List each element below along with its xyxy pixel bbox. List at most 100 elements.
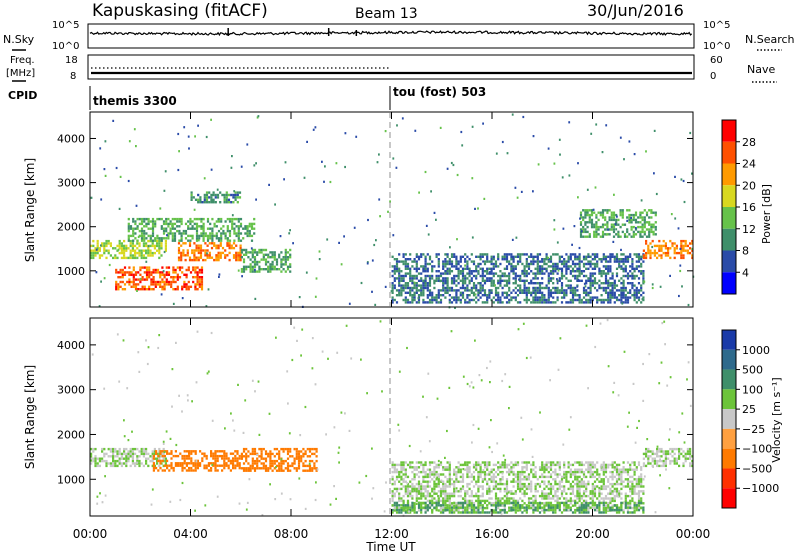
velocity-cell [604,468,608,471]
power-cell [450,289,454,292]
power-cell [622,286,625,290]
velocity-cell [629,468,632,471]
velocity-cell [420,506,423,509]
velocity-cell [611,492,614,495]
power-cell [543,260,546,263]
power-cell [446,286,449,290]
power-cell [171,234,174,238]
power-cell [455,255,458,258]
power-cell [321,160,323,163]
power-cell [246,232,249,235]
power-cell [626,291,630,294]
power-cell [228,220,232,223]
velocity-cell [461,475,465,479]
power-cell [409,294,412,297]
power-cell [630,221,633,224]
velocity-cell [308,464,312,468]
power-cell [123,244,126,248]
velocity-cell [116,459,119,463]
power-cell [413,296,416,299]
power-cell [240,268,243,271]
power-cell [486,298,489,302]
velocity-cell [444,466,447,469]
velocity-cell [116,452,119,456]
velocity-cell [402,501,405,505]
power-cell [612,235,616,238]
power-cell [682,244,685,248]
velocity-cell [523,509,526,512]
velocity-cell [589,463,592,467]
power-cell [435,277,438,280]
power-cell [131,244,134,248]
velocity-cell [578,494,581,498]
power-cell [413,284,416,287]
power-cell [145,249,148,252]
velocity-cell [490,475,493,479]
power-cell [219,244,222,247]
power-cell [253,217,256,221]
power-cell [94,254,97,257]
power-cell [680,239,683,243]
power-cell [234,191,237,194]
velocity-cell [475,482,478,486]
velocity-cell [442,504,445,507]
power-cell [156,217,159,221]
power-cell [613,301,616,304]
velocity-cell [483,506,487,510]
power-cell [200,220,203,223]
power-cell [415,301,418,304]
power-cell [453,289,456,292]
power-cell [390,290,393,293]
power-cell [139,273,142,276]
power-cell [154,220,157,223]
power-cell [343,235,345,238]
velocity-cell [286,467,290,470]
power-cell [132,283,135,286]
velocity-cell [461,501,465,505]
power-cell [181,285,184,288]
velocity-cell [475,499,478,503]
power-cell [348,302,351,305]
velocity-cell [174,464,177,467]
velocity-cell [530,480,533,483]
velocity-cell [159,452,162,455]
velocity-cell [527,485,531,488]
velocity-cell [413,506,416,509]
power-cell [202,222,205,226]
power-cell [138,242,141,245]
velocity-cell [554,482,557,486]
velocity-cell [589,466,592,469]
power-cell [610,216,613,219]
velocity-cell [596,485,599,488]
power-cell [103,168,106,171]
power-cell [404,282,407,285]
velocity-cell [549,473,553,476]
power-cell [585,294,588,297]
power-cell [237,220,240,223]
power-cell [366,262,369,265]
velocity-cell [494,487,498,491]
power-cell [543,298,546,302]
power-cell [401,117,404,120]
power-cell [582,228,585,231]
power-cell [406,291,410,294]
power-cell [624,274,627,278]
power-cell [602,301,605,304]
power-cell [621,223,624,226]
power-cell [620,248,622,251]
power-cell [147,247,150,250]
velocity-cell [450,492,454,495]
velocity-cell [391,463,394,467]
velocity-cell [514,475,517,479]
power-cell [608,233,611,236]
velocity-cell [497,466,500,469]
velocity-cell [521,482,524,486]
velocity-cell [391,466,394,469]
power-cell [391,274,394,278]
power-cell [123,283,127,286]
velocity-cell [179,452,182,455]
power-cell [202,249,205,252]
power-cell [652,233,655,236]
power-cell [448,270,451,273]
velocity-cell [400,511,403,514]
